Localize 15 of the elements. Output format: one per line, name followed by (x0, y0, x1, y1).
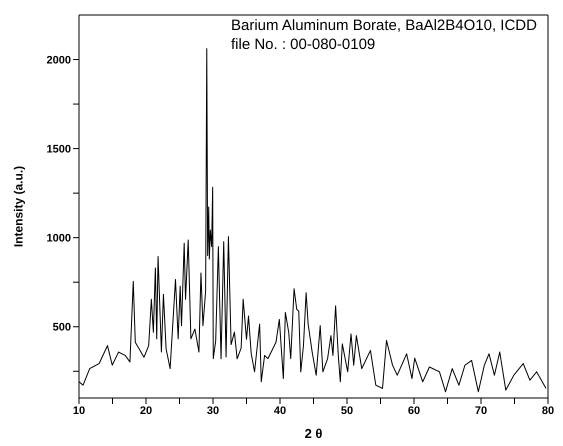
x-tick-label: 50 (340, 404, 354, 417)
y-tick-label: 500 (52, 322, 71, 334)
x-axis-title: 2 θ (304, 426, 322, 441)
x-tick-label: 40 (274, 404, 286, 417)
x-tick-label: 30 (206, 404, 220, 417)
x-tick-label: 70 (474, 404, 488, 417)
y-tick-label: 2000 (46, 54, 71, 66)
x-tick-label: 10 (72, 404, 86, 417)
annotation: Barium Aluminum Borate, BaAl2B4O10, ICDD file No. : 00-080-0109 (231, 16, 538, 54)
x-tick-label: 60 (408, 404, 420, 417)
x-tick-label: 20 (140, 404, 152, 417)
y-tick-label: 1000 (46, 232, 71, 245)
y-axis-title: Intensity (a.u.) (11, 166, 26, 248)
x-tick-label: 80 (542, 404, 554, 417)
y-tick-label: 1500 (46, 144, 71, 156)
